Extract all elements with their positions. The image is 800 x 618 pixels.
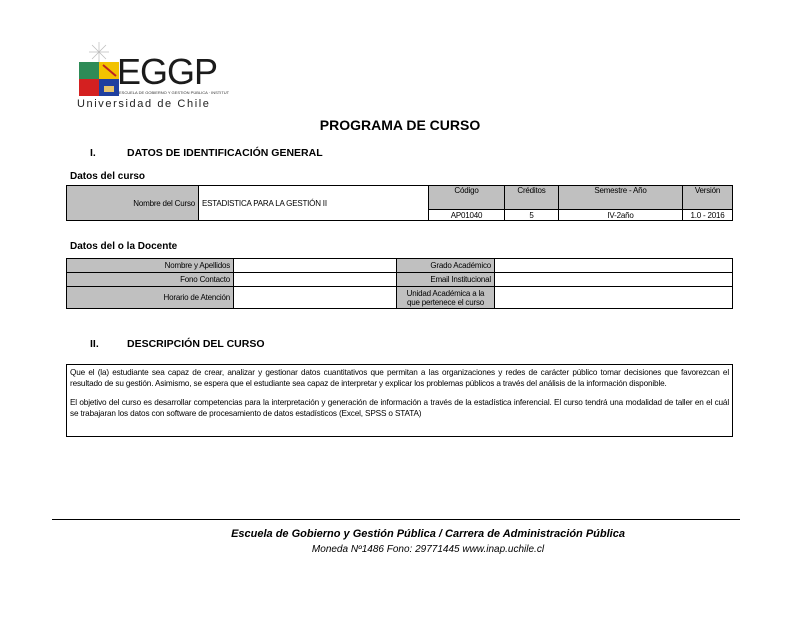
label-fono: Fono Contacto: [66, 272, 234, 287]
description-paragraph: Que el (la) estudiante sea capaz de crea…: [70, 368, 729, 388]
logo-university: Universidad de Chile: [77, 98, 211, 110]
section-2-number: II.: [90, 338, 99, 350]
label-email: Email Institucional: [396, 272, 495, 287]
teacher-table: Nombre y Apellidos Grado Académico Fono …: [66, 258, 733, 309]
course-table: Nombre del Curso ESTADISTICA PARA LA GES…: [66, 185, 733, 221]
label-unidad: Unidad Académica a la que pertenece el c…: [396, 286, 495, 309]
teacher-heading: Datos del o la Docente: [70, 241, 178, 252]
header-codigo: Código: [428, 185, 505, 210]
header-semestre: Semestre - Año: [558, 185, 683, 210]
value-codigo: AP01040: [428, 209, 505, 221]
label-grado: Grado Académico: [396, 258, 495, 273]
value-semestre: IV-2año: [558, 209, 683, 221]
footer-school: Escuela de Gobierno y Gestión Pública / …: [231, 528, 625, 540]
footer-contact: Moneda Nº1486 Fono: 29771445 www.inap.uc…: [311, 544, 545, 555]
page-title: PROGRAMA DE CURSO: [319, 117, 481, 133]
header-version: Versión: [682, 185, 733, 210]
label-horario: Horario de Atención: [66, 286, 234, 309]
eggp-logo: EGGP ESCUELA DE GOBIERNO Y GESTIÓN PÚBLI…: [75, 40, 235, 112]
value-unidad[interactable]: [494, 286, 733, 309]
course-name-value: ESTADISTICA PARA LA GESTIÓN II: [198, 185, 429, 221]
description-paragraph: El objetivo del curso es desarrollar com…: [70, 398, 729, 418]
value-email[interactable]: [494, 272, 733, 287]
value-nombre[interactable]: [233, 258, 397, 273]
value-horario[interactable]: [233, 286, 397, 309]
university-shield-icon: [79, 42, 119, 96]
course-name-label: Nombre del Curso: [66, 185, 199, 221]
value-version: 1.0 - 2016: [682, 209, 733, 221]
logo-acronym: EGGP: [117, 51, 218, 92]
label-nombre: Nombre y Apellidos: [66, 258, 234, 273]
header-creditos: Créditos: [504, 185, 559, 210]
section-2-title: DESCRIPCIÓN DEL CURSO: [127, 338, 265, 350]
value-fono[interactable]: [233, 272, 397, 287]
value-creditos: 5: [504, 209, 559, 221]
footer-divider: [52, 519, 740, 520]
section-1-title: DATOS DE IDENTIFICACIÓN GENERAL: [127, 147, 323, 159]
course-heading: Datos del curso: [70, 171, 146, 182]
course-description: Que el (la) estudiante sea capaz de crea…: [66, 364, 733, 437]
value-grado[interactable]: [494, 258, 733, 273]
section-1-number: I.: [90, 147, 96, 159]
logo-subtitle: ESCUELA DE GOBIERNO Y GESTIÓN PÚBLICA · …: [119, 91, 229, 95]
